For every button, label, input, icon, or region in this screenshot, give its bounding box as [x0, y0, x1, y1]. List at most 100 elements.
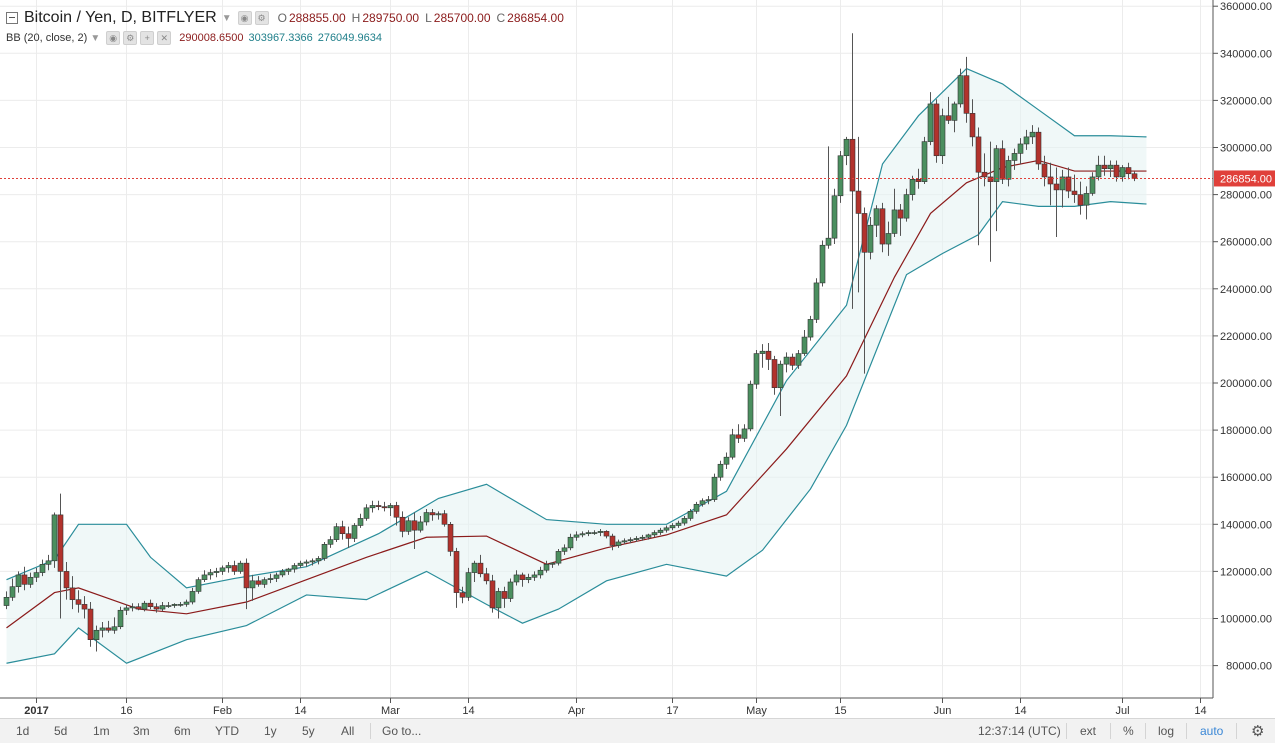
candle-body-up [957, 75, 964, 105]
candle-body-up [993, 148, 1000, 182]
candle [957, 68, 964, 108]
candle [51, 512, 58, 568]
candle [225, 561, 232, 573]
candle [765, 342, 772, 371]
range-1d-button[interactable]: 1d [16, 724, 30, 738]
candle-body-up [597, 531, 604, 533]
chevron-down-icon[interactable]: ▼ [221, 12, 232, 24]
candle-body-up [555, 551, 562, 564]
add-icon[interactable]: + [140, 31, 155, 45]
extended-hours-toggle[interactable]: ext [1080, 724, 1097, 738]
candle [987, 141, 994, 262]
candle-body-up [1089, 176, 1096, 194]
candle-body-up [837, 155, 844, 197]
candle [1047, 162, 1054, 206]
candle-body-up [951, 103, 958, 121]
candle-body-down [69, 587, 76, 600]
candle-body-down [1065, 176, 1072, 192]
candle-body-down [1035, 131, 1042, 165]
gear-icon[interactable]: ⚙ [1251, 723, 1265, 740]
x-tick-label: 14 [1194, 705, 1206, 717]
candle [333, 523, 340, 542]
candle-body-up [561, 547, 568, 552]
candle-body-up [843, 138, 850, 157]
candle [801, 330, 808, 356]
close-icon[interactable]: ✕ [157, 31, 172, 45]
candle [537, 566, 544, 579]
x-tick-label: 14 [462, 705, 474, 717]
indicator-name[interactable]: BB (20, close, 2) [6, 32, 88, 44]
range-1y-button[interactable]: 1y [264, 724, 277, 738]
candle [303, 559, 310, 567]
candle [273, 572, 280, 582]
range-3m-button[interactable]: 3m [133, 724, 150, 738]
range-5d-button[interactable]: 5d [54, 724, 68, 738]
eye-icon[interactable]: ◉ [106, 31, 121, 45]
candle-body-up [51, 514, 58, 562]
candle [465, 567, 472, 601]
log-scale-toggle[interactable]: log [1158, 724, 1175, 738]
chevron-down-icon[interactable]: ▼ [90, 32, 101, 44]
candle-body-up [333, 526, 340, 540]
candle [81, 596, 88, 619]
candle [369, 500, 376, 513]
candle [795, 350, 802, 369]
candle-body-up [783, 356, 790, 365]
candle-body-up [585, 532, 592, 535]
candle-body-down [105, 627, 112, 631]
range-1m-button[interactable]: 1m [93, 724, 110, 738]
collapse-icon[interactable] [6, 12, 18, 24]
candle-body-up [795, 353, 802, 366]
range-5y-button[interactable]: 5y [302, 724, 315, 738]
candle [591, 530, 598, 535]
candle [921, 136, 928, 185]
range-all-button[interactable]: All [341, 724, 355, 738]
settings-small-icon[interactable]: ⚙ [254, 11, 269, 25]
last-price-badge [1214, 170, 1275, 187]
candle [579, 531, 586, 538]
candle [675, 520, 682, 528]
x-tick-label: Jun [934, 705, 952, 717]
symbol-title[interactable]: Bitcoin / Yen, D, BITFLYER [24, 9, 217, 26]
candle [309, 558, 316, 566]
candle [255, 576, 262, 587]
candle [1125, 162, 1132, 180]
eye-icon[interactable]: ◉ [237, 11, 252, 25]
candle-body-down [1113, 164, 1120, 178]
candle [807, 315, 814, 341]
candle [279, 569, 286, 578]
percent-scale-toggle[interactable]: % [1123, 724, 1134, 738]
candle [939, 108, 946, 164]
candle-body-down [933, 103, 940, 157]
candle [315, 556, 322, 565]
candle-body-up [3, 597, 10, 606]
auto-scale-toggle[interactable]: auto [1200, 724, 1224, 738]
y-tick-label: 100000.00 [1220, 614, 1272, 626]
candle [87, 602, 94, 647]
candle [639, 534, 646, 541]
range-6m-button[interactable]: 6m [174, 724, 191, 738]
candle [855, 136, 862, 293]
candle-body-up [819, 244, 826, 284]
candle [873, 205, 880, 237]
go-to-button[interactable]: Go to... [382, 724, 422, 738]
candle [573, 531, 580, 541]
candle-body-up [405, 520, 412, 532]
candle [663, 525, 670, 533]
candle-body-up [465, 572, 472, 598]
candle [327, 536, 334, 548]
candle-body-up [417, 521, 424, 531]
settings-small-icon[interactable]: ⚙ [123, 31, 138, 45]
candle-body-up [279, 571, 286, 576]
candle [243, 558, 250, 610]
ohlc-close-value: 286854.00 [507, 11, 564, 25]
candle-body-up [351, 525, 358, 539]
lower-band-line [6, 201, 1147, 664]
candle [249, 574, 256, 601]
price-chart[interactable]: 286854.00 360000.00 340000.00 320000.00 300… [0, 0, 1275, 718]
toolbar-divider [370, 723, 371, 739]
range-ytd-button[interactable]: YTD [215, 724, 239, 738]
candle [387, 503, 394, 517]
candle-body-up [615, 541, 622, 546]
